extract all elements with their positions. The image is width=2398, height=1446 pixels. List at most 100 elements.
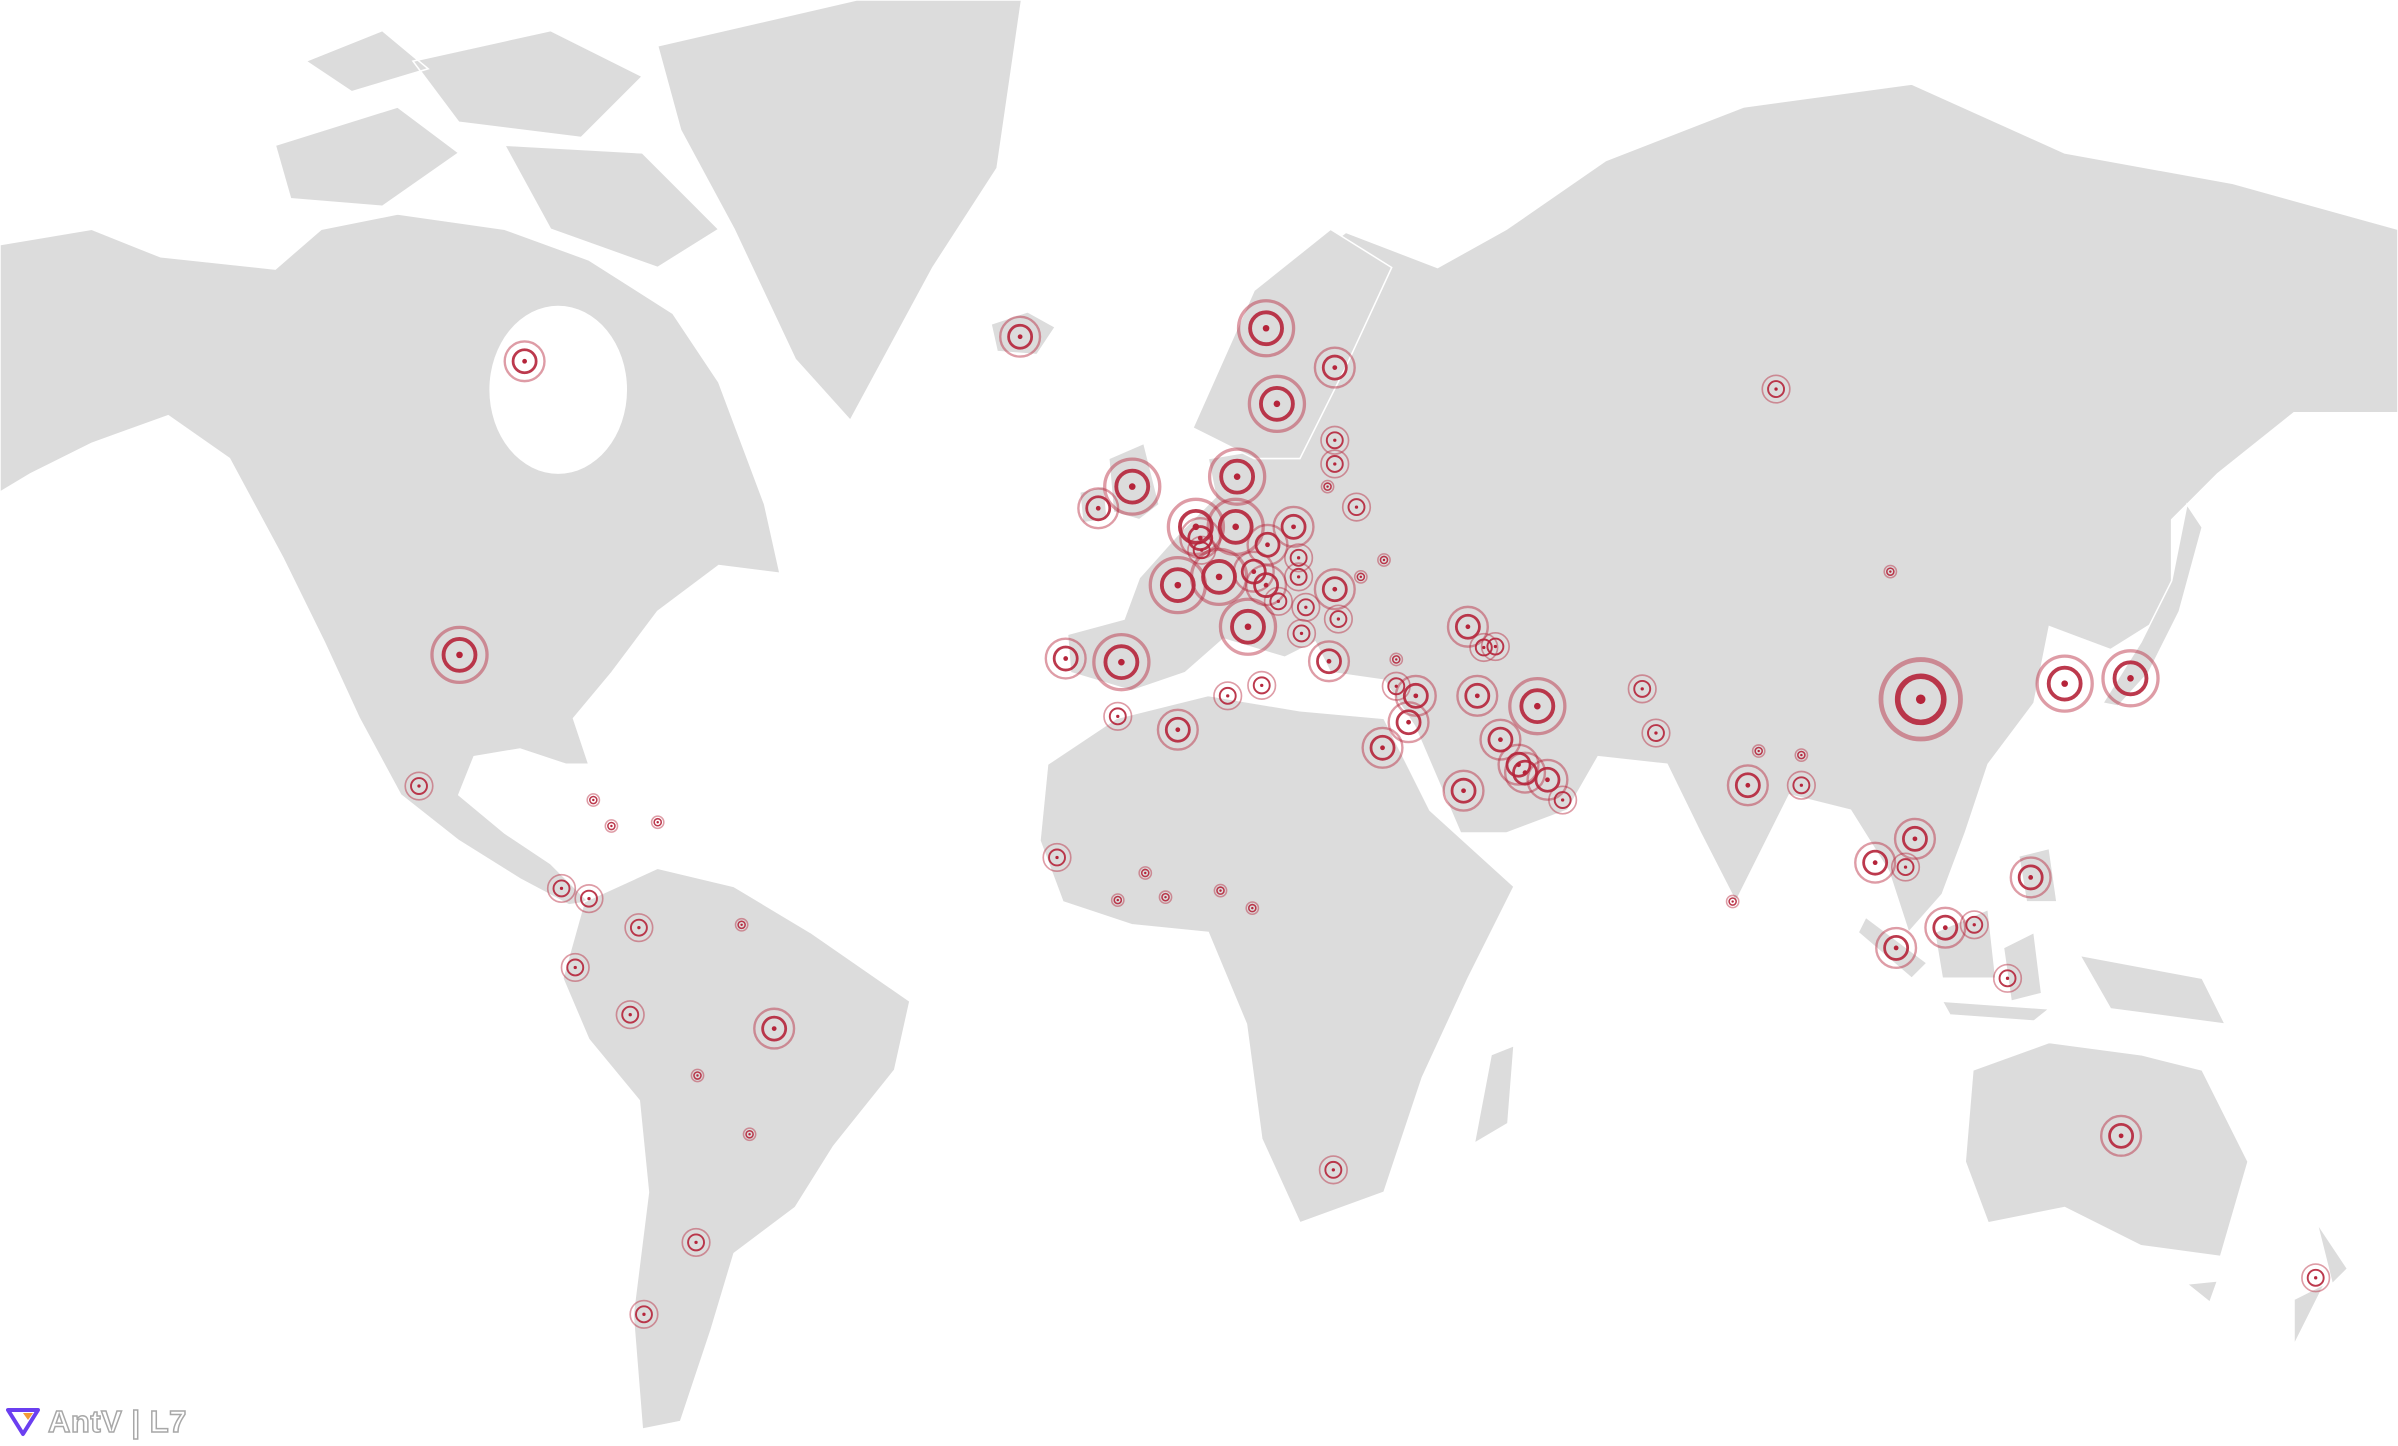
location-marker[interactable]: [1189, 547, 1249, 607]
location-marker[interactable]: [1389, 652, 1404, 667]
location-marker[interactable]: [2009, 856, 2052, 899]
location-marker[interactable]: [2301, 1263, 2331, 1293]
location-marker[interactable]: [650, 815, 665, 830]
marker-ring: [1480, 631, 1510, 662]
location-marker[interactable]: [404, 771, 434, 801]
marker-dot: [1233, 473, 1241, 480]
location-marker[interactable]: [1893, 817, 1937, 860]
location-marker[interactable]: [546, 873, 577, 903]
location-marker[interactable]: [503, 340, 546, 383]
location-marker[interactable]: [1307, 640, 1351, 683]
location-marker[interactable]: [1207, 447, 1267, 506]
location-marker[interactable]: [1503, 751, 1547, 794]
location-marker[interactable]: [1218, 597, 1278, 656]
location-marker[interactable]: [1627, 674, 1657, 704]
location-marker[interactable]: [1320, 449, 1350, 479]
location-marker[interactable]: [753, 1007, 796, 1050]
location-marker[interactable]: [1456, 674, 1499, 717]
location-marker[interactable]: [1244, 564, 1288, 607]
location-marker[interactable]: [1284, 543, 1314, 573]
location-marker[interactable]: [629, 1299, 659, 1329]
location-marker[interactable]: [1786, 770, 1816, 800]
location-marker[interactable]: [1875, 926, 1918, 970]
location-marker[interactable]: [681, 1227, 711, 1257]
location-marker[interactable]: [1318, 1155, 1348, 1185]
location-marker[interactable]: [1246, 523, 1289, 566]
location-marker[interactable]: [1508, 676, 1567, 736]
location-marker[interactable]: [1313, 568, 1356, 611]
location-marker[interactable]: [1092, 633, 1151, 692]
location-marker[interactable]: [1320, 425, 1350, 455]
location-marker[interactable]: [1526, 758, 1569, 801]
location-marker[interactable]: [2035, 654, 2094, 713]
marker-ring: [1320, 425, 1350, 455]
location-marker[interactable]: [1138, 866, 1153, 880]
location-marker[interactable]: [1236, 299, 1296, 358]
location-marker[interactable]: [1213, 883, 1228, 898]
location-marker[interactable]: [1247, 670, 1277, 700]
location-marker[interactable]: [1042, 842, 1072, 873]
location-marker[interactable]: [1479, 718, 1522, 761]
location-marker[interactable]: [1077, 487, 1120, 530]
location-marker[interactable]: [1361, 726, 1404, 769]
location-marker[interactable]: [1286, 618, 1317, 649]
location-marker[interactable]: [1726, 764, 1769, 807]
location-marker[interactable]: [1548, 785, 1578, 815]
location-marker[interactable]: [1469, 632, 1499, 663]
location-marker[interactable]: [1213, 681, 1243, 711]
location-marker[interactable]: [1353, 569, 1368, 584]
location-marker[interactable]: [615, 1000, 645, 1030]
location-marker[interactable]: [1854, 841, 1897, 884]
location-marker[interactable]: [1187, 535, 1217, 565]
location-marker[interactable]: [604, 819, 619, 833]
location-marker[interactable]: [1284, 562, 1314, 592]
location-marker[interactable]: [1394, 674, 1437, 717]
location-marker[interactable]: [1751, 744, 1766, 758]
location-marker[interactable]: [1247, 374, 1307, 434]
location-marker[interactable]: [1890, 852, 1921, 882]
location-marker[interactable]: [1110, 893, 1125, 907]
location-marker[interactable]: [574, 884, 604, 914]
location-marker[interactable]: [1156, 708, 1199, 751]
location-marker[interactable]: [1291, 592, 1321, 622]
location-marker[interactable]: [1158, 890, 1173, 905]
location-marker[interactable]: [1313, 346, 1356, 389]
location-marker[interactable]: [1341, 492, 1372, 522]
location-marker[interactable]: [1206, 497, 1265, 556]
location-marker[interactable]: [1387, 701, 1430, 744]
location-marker[interactable]: [624, 913, 654, 943]
location-marker[interactable]: [1641, 718, 1671, 748]
location-marker[interactable]: [1263, 586, 1293, 616]
location-marker[interactable]: [1103, 701, 1133, 731]
location-marker[interactable]: [1878, 657, 1963, 742]
location-marker[interactable]: [1761, 374, 1791, 404]
location-marker[interactable]: [742, 1127, 757, 1142]
marker-dot: [587, 896, 591, 901]
location-marker[interactable]: [734, 917, 749, 932]
location-marker[interactable]: [1959, 910, 1989, 940]
location-marker[interactable]: [1323, 604, 1353, 634]
location-marker[interactable]: [2100, 1114, 2143, 1157]
location-marker[interactable]: [1725, 894, 1740, 909]
location-marker[interactable]: [1272, 505, 1315, 548]
location-marker[interactable]: [1044, 637, 1087, 680]
location-marker[interactable]: [430, 625, 489, 685]
location-marker[interactable]: [1794, 748, 1809, 762]
location-marker[interactable]: [586, 793, 601, 807]
location-marker[interactable]: [1442, 769, 1485, 812]
marker-ring: [1272, 505, 1315, 548]
location-marker[interactable]: [1245, 901, 1260, 915]
location-marker[interactable]: [1320, 479, 1335, 494]
location-marker[interactable]: [1377, 553, 1391, 567]
location-marker[interactable]: [1446, 605, 1489, 648]
location-marker[interactable]: [1992, 963, 2023, 993]
location-marker[interactable]: [2101, 649, 2160, 708]
location-marker[interactable]: [1924, 906, 1967, 949]
location-marker[interactable]: [1883, 564, 1898, 579]
location-marker[interactable]: [1103, 457, 1162, 516]
location-marker[interactable]: [1480, 631, 1510, 662]
location-marker[interactable]: [560, 952, 590, 983]
location-marker[interactable]: [690, 1068, 705, 1083]
location-marker[interactable]: [999, 315, 1042, 358]
